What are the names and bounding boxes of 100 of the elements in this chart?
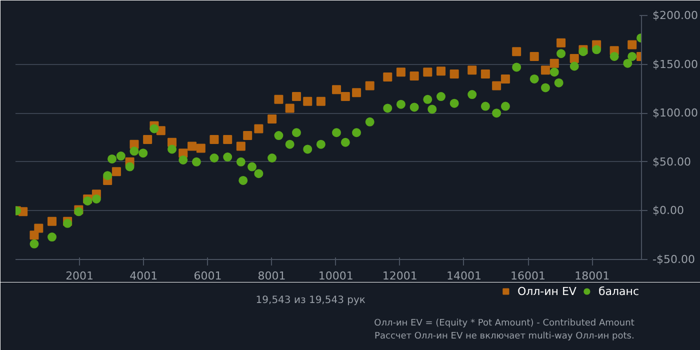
point: [396, 100, 406, 109]
point: [492, 108, 502, 118]
point: [168, 144, 177, 154]
point: [210, 134, 219, 144]
point: [512, 47, 522, 56]
point: [500, 102, 510, 111]
point: [143, 134, 152, 144]
x-tick-label: 12001: [382, 270, 418, 282]
point: [316, 96, 326, 106]
point: [238, 176, 248, 185]
point: [268, 114, 277, 124]
y-tick-label: $0.00: [652, 204, 684, 218]
point: [274, 131, 284, 140]
point: [340, 138, 350, 147]
point: [34, 224, 44, 233]
point: [285, 140, 294, 149]
point: [303, 144, 312, 154]
point: [550, 58, 559, 68]
point: [268, 154, 277, 162]
point: [480, 70, 490, 79]
point: [274, 94, 284, 104]
point: [130, 146, 139, 156]
point: [103, 171, 112, 180]
point: [125, 162, 134, 172]
y-tick-label: -$50.00: [652, 253, 695, 266]
legend-label: баланс: [598, 284, 639, 298]
text: Олл-ин EV = (Equity * Pot Amount) - Contributed Amount: [374, 318, 635, 328]
point: [480, 102, 490, 111]
point: [365, 117, 374, 126]
point: [292, 128, 301, 138]
point: [243, 131, 252, 140]
point: [450, 98, 459, 108]
point: [628, 40, 637, 50]
point: [556, 38, 566, 48]
point: [292, 92, 301, 102]
point: [570, 62, 579, 71]
point: [365, 81, 374, 90]
point: [423, 68, 432, 77]
point: [196, 144, 206, 153]
point: [396, 68, 406, 77]
point: [236, 142, 246, 151]
point: [468, 66, 477, 75]
point: [285, 104, 294, 113]
x-tick-label: 6001: [194, 270, 222, 282]
point: [116, 152, 126, 161]
point: [383, 72, 392, 82]
point: [112, 167, 121, 176]
y-tick-label: $50.00: [652, 155, 691, 168]
x-tick-label: 18001: [574, 270, 610, 282]
point: [592, 45, 602, 54]
text: Рассчет Олл-ин EV не включает multi-way Олл-ин pots.: [374, 332, 634, 342]
point: [178, 155, 188, 164]
x-tick-label: 8001: [258, 270, 286, 282]
point: [332, 85, 342, 94]
point: [500, 74, 510, 84]
legend-label: Олл-ин EV: [517, 284, 576, 298]
point: [410, 102, 419, 112]
point: [48, 232, 57, 242]
point: [188, 142, 197, 151]
point: [210, 154, 219, 162]
point: [550, 68, 559, 77]
point: [254, 169, 264, 178]
point: [150, 124, 159, 134]
point: [610, 52, 619, 61]
point: [540, 66, 550, 75]
point: [436, 92, 446, 101]
point: [428, 104, 437, 114]
point: [236, 157, 246, 166]
point: [303, 96, 312, 106]
point: [223, 152, 232, 162]
point: [332, 128, 342, 138]
point: [436, 66, 446, 76]
x-tick-label: 2001: [66, 270, 94, 282]
point: [450, 70, 459, 79]
point: [492, 81, 502, 90]
x-tick-label: 14001: [446, 270, 482, 282]
point: [223, 134, 232, 144]
point: [30, 239, 39, 248]
point: [192, 157, 201, 166]
point: [410, 72, 419, 81]
point: [352, 88, 362, 98]
point: [108, 154, 117, 164]
point: [468, 90, 477, 100]
point: [512, 62, 522, 72]
x-tick-label: 16001: [510, 270, 546, 282]
point: [316, 140, 326, 149]
point: [340, 92, 350, 102]
point: [383, 104, 392, 113]
y-tick-label: $100.00: [652, 106, 698, 120]
point: [570, 54, 579, 63]
point: [530, 52, 539, 61]
point: [530, 74, 539, 84]
point: [248, 162, 257, 172]
point: [556, 49, 566, 58]
point: [138, 148, 148, 158]
x-tick-label: 4001: [130, 270, 158, 282]
point: [423, 94, 432, 104]
point: [623, 58, 632, 68]
y-tick-label: $150.00: [652, 58, 698, 71]
point: [254, 124, 264, 134]
